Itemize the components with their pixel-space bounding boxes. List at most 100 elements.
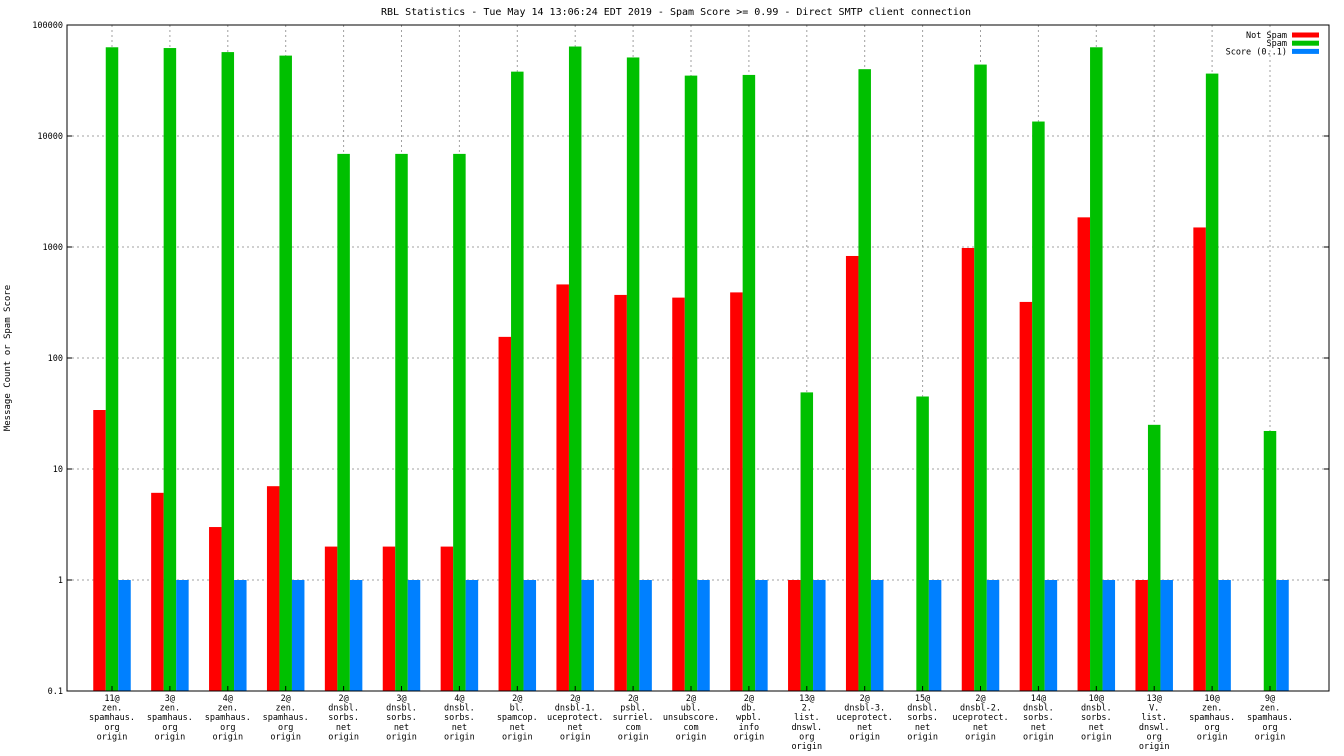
x-axis-categories: 11@ zen. spamhaus. org origin 3@ zen. spamhaus.… xyxy=(89,694,1293,752)
bar-score xyxy=(1102,580,1116,691)
x-category-label: 4@ zen. spamhaus. org origin xyxy=(205,694,251,742)
bar-spam xyxy=(1090,47,1103,692)
legend-swatch xyxy=(1292,48,1319,54)
bar-not-spam xyxy=(209,527,222,691)
bar-spam xyxy=(163,48,177,692)
legend-label: Score (0..1) xyxy=(1226,47,1287,57)
bar-not-spam xyxy=(845,255,859,691)
bar-not-spam xyxy=(151,492,164,691)
bars-layer xyxy=(93,46,1289,692)
bar-spam xyxy=(858,69,871,692)
x-category-label: 13@ V. list. dnswl. org origin xyxy=(1139,694,1170,752)
bar-not-spam xyxy=(382,546,396,691)
x-category-label: 14@ dnsbl. sorbs. net origin xyxy=(1023,694,1054,742)
bar-not-spam xyxy=(614,294,627,691)
bar-spam xyxy=(221,52,235,691)
bar-not-spam xyxy=(1077,217,1091,691)
bar-score xyxy=(581,580,594,691)
bar-spam xyxy=(395,153,408,691)
x-category-label: 3@ dnsbl. sorbs. net origin xyxy=(386,694,417,742)
bar-score xyxy=(870,580,884,691)
bar-score xyxy=(176,580,189,691)
bar-not-spam xyxy=(672,297,685,691)
x-category-label: 4@ dnsbl. sorbs. net origin xyxy=(444,694,475,742)
legend-swatch xyxy=(1292,40,1319,46)
bar-score xyxy=(291,580,305,691)
x-category-label: 10@ zen. spamhaus. org origin xyxy=(1189,694,1235,742)
bar-score xyxy=(234,580,247,691)
bar-not-spam xyxy=(556,284,569,691)
bar-not-spam xyxy=(1135,580,1148,691)
plot-frame xyxy=(66,24,1330,692)
bar-score xyxy=(407,580,421,691)
bar-spam xyxy=(511,71,524,691)
x-category-label: 3@ zen. spamhaus. org origin xyxy=(147,694,193,742)
bar-score xyxy=(1276,580,1289,691)
bar-spam xyxy=(742,74,756,691)
bar-score xyxy=(1160,580,1173,691)
x-category-label: 2@ dnsbl-1. uceprotect. net origin xyxy=(547,694,603,742)
chart-title: RBL Statistics - Tue May 14 13:06:24 EDT… xyxy=(381,7,971,18)
bar-spam xyxy=(568,46,582,691)
x-category-label: 15@ dnsbl. sorbs. net origin xyxy=(907,694,938,742)
bar-score xyxy=(1218,580,1231,691)
bar-spam xyxy=(337,153,350,691)
bar-not-spam xyxy=(93,410,106,691)
bar-spam xyxy=(1147,424,1161,691)
bar-score xyxy=(523,580,537,691)
x-category-label: 2@ dnsbl-3. uceprotect. net origin xyxy=(837,694,893,742)
x-category-label: 10@ dnsbl. sorbs. net origin xyxy=(1081,694,1112,742)
bar-score xyxy=(986,580,1000,691)
bar-spam xyxy=(105,47,119,692)
bar-not-spam xyxy=(498,336,512,691)
bar-not-spam xyxy=(730,292,743,691)
x-category-label: 2@ dnsbl. sorbs. net origin xyxy=(328,694,359,742)
bar-score xyxy=(813,580,826,691)
bar-spam xyxy=(916,396,929,691)
x-category-label: 2@ zen. spamhaus. org origin xyxy=(263,694,309,742)
bar-spam xyxy=(453,153,466,691)
bar-score xyxy=(118,580,131,691)
legend-swatch xyxy=(1292,32,1319,38)
y-tick-label: 0.1 xyxy=(48,687,63,697)
y-tick-label: 1 xyxy=(58,576,63,586)
bar-score xyxy=(928,580,942,691)
x-category-label: 2@ dnsbl-2. uceprotect. net origin xyxy=(952,694,1008,742)
bar-not-spam xyxy=(440,546,454,691)
bar-score xyxy=(1044,580,1058,691)
bar-not-spam xyxy=(788,580,801,691)
bar-spam xyxy=(1205,73,1219,691)
bar-score xyxy=(349,580,363,691)
y-tick-label: 1000 xyxy=(43,243,63,253)
bar-not-spam xyxy=(324,546,338,691)
bar-score xyxy=(697,580,710,691)
bar-not-spam xyxy=(1019,301,1033,691)
legend-label: Spam xyxy=(1267,39,1287,49)
bar-score xyxy=(465,580,479,691)
x-category-label: 11@ zen. spamhaus. org origin xyxy=(89,694,135,742)
bar-spam xyxy=(279,55,292,692)
x-category-label: 2@ psbl. surriel. com origin xyxy=(613,694,654,742)
y-tick-label: 10000 xyxy=(37,132,63,142)
bar-not-spam xyxy=(266,486,280,691)
bar-spam xyxy=(974,64,987,691)
bar-spam xyxy=(800,392,814,691)
bar-spam xyxy=(684,75,698,691)
bar-spam xyxy=(626,57,640,691)
legend-label: Not Spam xyxy=(1246,31,1287,41)
y-tick-label: 100000 xyxy=(32,21,63,31)
bar-spam xyxy=(1263,430,1277,691)
y-tick-label: 10 xyxy=(53,465,63,475)
bar-spam xyxy=(1032,121,1045,691)
y-tick-label: 100 xyxy=(48,354,63,364)
x-category-label: 13@ 2. list. dnswl. org origin xyxy=(791,694,822,752)
bar-score xyxy=(639,580,652,691)
x-category-label: 2@ bl. spamcop. net origin xyxy=(497,694,538,742)
y-axis-label: Message Count or Spam Score xyxy=(3,285,13,431)
x-category-label: 2@ db. wpbl. info origin xyxy=(734,694,765,742)
bar-not-spam xyxy=(961,247,975,691)
x-category-label: 2@ ubl. unsubscore. com origin xyxy=(663,694,719,742)
bar-not-spam xyxy=(1193,227,1206,692)
